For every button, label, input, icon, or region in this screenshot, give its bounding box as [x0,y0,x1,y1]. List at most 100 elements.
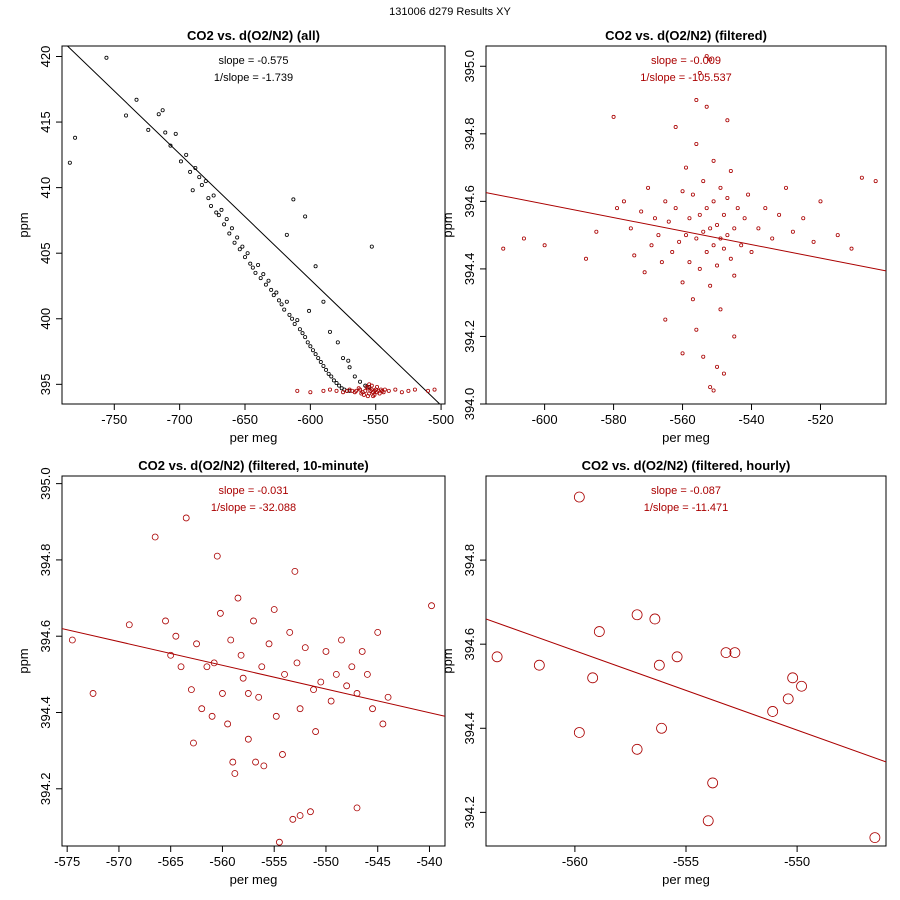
data-point-all [173,131,178,136]
data-point-filtered [501,246,506,251]
data-point-hourly [767,706,779,717]
data-point-10-minute [322,648,330,655]
data-point-filtered [659,260,664,265]
data-point-filtered [432,387,437,392]
data-point-filtered [777,212,782,217]
data-point-filtered [365,394,370,399]
data-point-hourly [671,651,683,663]
x-tick-label: -550 [313,854,339,869]
data-point-10-minute [272,712,280,720]
data-point-filtered [701,179,706,184]
data-point-filtered [334,388,339,393]
data-point-10-minute [379,720,387,728]
x-tick-label: -570 [106,854,132,869]
data-point-filtered [369,383,374,388]
y-tick-label: 395 [38,373,53,395]
data-point-filtered [704,54,709,59]
data-point-filtered [708,57,713,62]
data-point-filtered [725,233,730,238]
data-point-filtered [728,168,733,173]
data-point-filtered [711,243,716,248]
data-point-10-minute [125,621,133,629]
inverse-slope-annotation: 1/slope = -1.739 [214,72,293,84]
data-point-filtered [711,158,716,163]
y-tick-label: 394.0 [462,388,477,421]
data-point-10-minute [89,690,97,697]
data-point-filtered [835,233,840,238]
data-point-filtered [673,125,678,130]
data-point-all [243,255,248,260]
data-point-filtered [642,270,647,275]
data-point-10-minute [363,670,371,678]
data-point-10-minute [374,628,382,636]
data-point-10-minute [203,663,211,671]
data-point-all [256,262,261,267]
x-tick-label: -560 [209,854,235,869]
data-point-all [303,214,308,219]
data-point-filtered [790,229,795,234]
data-point-filtered [704,104,709,109]
data-point-filtered [811,239,816,244]
data-point-filtered [690,297,695,302]
data-point-all [279,302,284,307]
data-point-filtered [295,388,300,393]
data-point-all [245,251,250,256]
data-point-10-minute [151,533,159,541]
data-point-10-minute [244,690,252,697]
data-point-filtered [687,260,692,265]
data-point-all [168,143,173,148]
data-point-filtered [611,114,616,119]
data-point-all [209,203,214,208]
y-tick-label: 394.8 [462,544,477,577]
data-point-all [310,348,315,353]
data-point-10-minute [353,690,361,697]
data-point-filtered [382,387,387,392]
data-point-filtered [628,226,633,231]
data-point-10-minute [384,693,392,701]
data-point-filtered [363,388,368,393]
data-point-filtered [584,256,589,261]
data-point-all [104,55,109,60]
data-point-10-minute [279,751,286,758]
x-axis-label: per meg [662,872,710,887]
data-point-filtered [756,226,761,231]
plot-frame [61,475,446,847]
data-point-filtered [673,206,678,211]
data-point-10-minute [227,636,235,644]
data-point-filtered [632,253,637,258]
data-point-filtered [721,371,726,376]
data-point-all [188,169,193,174]
data-point-all [352,374,357,379]
data-point-10-minute [190,739,197,747]
data-point-all [237,247,242,252]
x-tick-label: -550 [784,854,810,869]
data-point-filtered [375,384,380,389]
data-point-filtered [393,387,398,392]
data-point-filtered [697,266,702,271]
data-point-filtered [725,195,730,200]
data-point-10-minute [428,602,435,610]
data-point-10-minute [234,594,242,602]
data-point-filtered [715,263,720,268]
data-point-filtered [386,388,391,393]
plot-area [486,491,886,843]
data-point-all [324,367,329,372]
data-point-10-minute [255,693,263,701]
data-point-filtered [708,283,713,288]
data-point-all [190,188,195,193]
data-point-all [197,175,202,180]
data-point-filtered [341,390,346,395]
data-point-all [269,287,274,292]
data-point-all [284,299,289,304]
data-point-all [291,197,296,202]
data-point-all [199,183,204,188]
slope-annotation: slope = -0.087 [651,485,721,497]
data-point-all [287,312,292,317]
data-point-filtered [594,229,599,234]
data-point-all [300,331,305,336]
data-point-all [229,226,234,231]
data-point-filtered [694,236,699,241]
data-point-all [308,344,313,349]
data-point-filtered [426,388,431,393]
data-point-10-minute [296,705,304,713]
